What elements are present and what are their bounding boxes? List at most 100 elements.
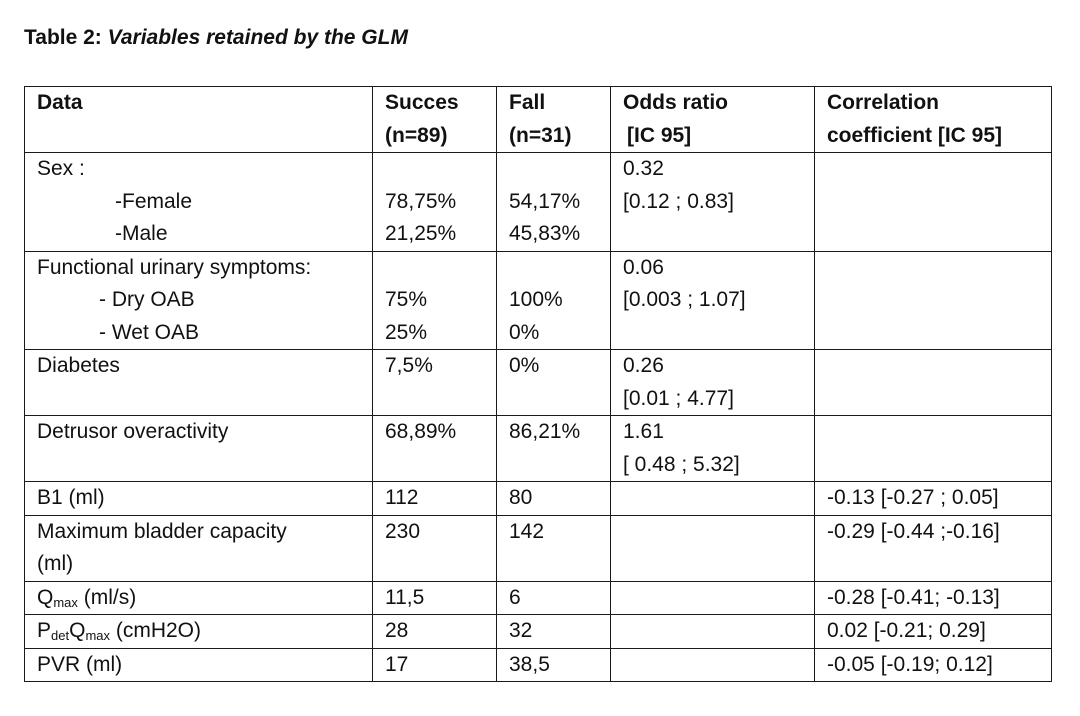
cell-corr — [814, 250, 1052, 350]
results-table: Data Succes (n=89) Fall (n=31) Odds rati… — [24, 86, 1052, 682]
fall-dry: 100% — [509, 288, 563, 311]
header-data-label: Data — [37, 91, 83, 114]
cell-label: PdetQmax (cmH2O) — [24, 614, 373, 649]
cell-fall: 86,21% — [496, 415, 611, 482]
header-corr: Correlation coefficient [IC 95] — [814, 86, 1052, 153]
cell-fall: 142 — [496, 514, 611, 582]
header-success-line1: Succes — [385, 91, 459, 114]
row-label-capacity-line2: (ml) — [37, 552, 74, 575]
cell-label: B1 (ml) — [24, 481, 373, 516]
cell-success: 112 — [372, 481, 497, 516]
fall-female: 54,17% — [509, 189, 581, 213]
fall-qmax: 6 — [509, 585, 521, 609]
odds-urinary-value: 0.06 — [623, 255, 664, 279]
fall-detrusor: 86,21% — [509, 420, 581, 443]
table-row-qmax: Qmax (ml/s) 11,5 6 -0.28 [-0.41; -0.13] — [24, 580, 1052, 615]
cell-label: Detrusor overactivity — [24, 415, 373, 482]
corr-pdet: 0.02 [-0.21; 0.29] — [827, 619, 986, 642]
caption-prefix: Table 2: — [24, 26, 102, 49]
table-row-b1: B1 (ml) 112 80 -0.13 [-0.27 ; 0.05] — [24, 481, 1052, 516]
fall-capacity: 142 — [509, 519, 545, 543]
success-capacity: 230 — [385, 519, 421, 543]
caption-title: Variables retained by the GLM — [107, 26, 408, 49]
row-label-qmax: Qmax (ml/s) — [37, 585, 137, 610]
cell-label: PVR (ml) — [24, 647, 373, 682]
cell-fall: 54,17% 45,83% — [496, 152, 611, 252]
cell-corr: -0.13 [-0.27 ; 0.05] — [814, 481, 1052, 516]
header-row: Data Succes (n=89) Fall (n=31) Odds rati… — [24, 86, 1052, 153]
cell-success: 28 — [372, 614, 497, 649]
cell-fall: 6 — [496, 580, 611, 615]
cell-label: Sex : -Female -Male — [24, 152, 373, 252]
row-label-pdet: PdetQmax (cmH2O) — [37, 619, 201, 643]
cell-odds — [610, 514, 815, 582]
cell-odds — [610, 580, 815, 615]
row-label-sex: Sex : — [37, 157, 85, 180]
table-row-sex: Sex : -Female -Male 78,75% 21,25% 54,17%… — [24, 152, 1052, 252]
odds-urinary-ci: [0.003 ; 1.07] — [623, 288, 746, 311]
header-fall-line2: (n=31) — [509, 123, 572, 147]
table-caption: Table 2: Variables retained by the GLM — [24, 24, 408, 52]
row-label-female: -Female — [115, 189, 193, 213]
cell-odds: 0.06 [0.003 ; 1.07] — [610, 250, 815, 350]
odds-detrusor-value: 1.61 — [623, 420, 664, 443]
table-row-capacity: Maximum bladder capacity (ml) 230 142 -0… — [24, 514, 1052, 582]
success-male: 21,25% — [385, 222, 457, 245]
corr-pvr: -0.05 [-0.19; 0.12] — [827, 652, 993, 676]
row-label-capacity-line1: Maximum bladder capacity — [37, 519, 287, 543]
odds-sex-ci: [0.12 ; 0.83] — [623, 189, 734, 213]
odds-diabetes-ci: [0.01 ; 4.77] — [623, 386, 734, 410]
cell-odds: 0.32 [0.12 ; 0.83] — [610, 152, 815, 252]
cell-success: 78,75% 21,25% — [372, 152, 497, 252]
cell-corr — [814, 349, 1052, 416]
corr-capacity: -0.29 [-0.44 ;-0.16] — [827, 519, 1000, 543]
fall-male: 45,83% — [509, 222, 581, 245]
cell-odds: 1.61 [ 0.48 ; 5.32] — [610, 415, 815, 482]
table-row-diabetes: Diabetes 7,5% 0% 0.26 [0.01 ; 4.77] — [24, 349, 1052, 416]
cell-odds — [610, 647, 815, 682]
success-female: 78,75% — [385, 189, 457, 213]
table-row-urinary: Functional urinary symptoms: - Dry OAB -… — [24, 250, 1052, 350]
cell-success: 75% 25% — [372, 250, 497, 350]
success-wet: 25% — [385, 320, 428, 344]
row-label-male: -Male — [115, 222, 168, 245]
success-diabetes: 7,5% — [385, 354, 433, 377]
cell-fall: 80 — [496, 481, 611, 516]
header-odds-line2: [IC 95] — [627, 123, 692, 147]
corr-qmax: -0.28 [-0.41; -0.13] — [827, 585, 1000, 609]
fall-wet: 0% — [509, 320, 540, 344]
cell-success: 68,89% — [372, 415, 497, 482]
row-label-wet: - Wet OAB — [99, 320, 199, 344]
success-pdet: 28 — [385, 619, 409, 642]
table-row-pdet: PdetQmax (cmH2O) 28 32 0.02 [-0.21; 0.29… — [24, 614, 1052, 649]
cell-label: Diabetes — [24, 349, 373, 416]
header-success-line2: (n=89) — [385, 123, 448, 147]
corr-b1: -0.13 [-0.27 ; 0.05] — [827, 486, 999, 509]
cell-corr — [814, 415, 1052, 482]
fall-b1: 80 — [509, 486, 533, 509]
cell-label: Maximum bladder capacity (ml) — [24, 514, 373, 582]
success-qmax: 11,5 — [385, 585, 425, 609]
odds-diabetes-value: 0.26 — [623, 354, 664, 377]
cell-label: Functional urinary symptoms: - Dry OAB -… — [24, 250, 373, 350]
header-corr-line2: coefficient [IC 95] — [827, 123, 1003, 147]
row-label-dry: - Dry OAB — [99, 288, 195, 311]
cell-corr: -0.28 [-0.41; -0.13] — [814, 580, 1052, 615]
success-detrusor: 68,89% — [385, 420, 457, 443]
cell-corr: -0.05 [-0.19; 0.12] — [814, 647, 1052, 682]
header-fall: Fall (n=31) — [496, 86, 611, 153]
cell-fall: 32 — [496, 614, 611, 649]
cell-fall: 0% — [496, 349, 611, 416]
success-dry: 75% — [385, 288, 428, 311]
fall-pvr: 38,5 — [509, 652, 550, 676]
cell-odds — [610, 481, 815, 516]
odds-detrusor-ci: [ 0.48 ; 5.32] — [623, 452, 740, 476]
cell-fall: 100% 0% — [496, 250, 611, 350]
cell-success: 230 — [372, 514, 497, 582]
cell-odds — [610, 614, 815, 649]
cell-corr: 0.02 [-0.21; 0.29] — [814, 614, 1052, 649]
row-label-diabetes: Diabetes — [37, 354, 120, 377]
row-label-detrusor: Detrusor overactivity — [37, 420, 229, 443]
success-b1: 112 — [385, 486, 419, 509]
row-label-b1: B1 (ml) — [37, 486, 105, 509]
